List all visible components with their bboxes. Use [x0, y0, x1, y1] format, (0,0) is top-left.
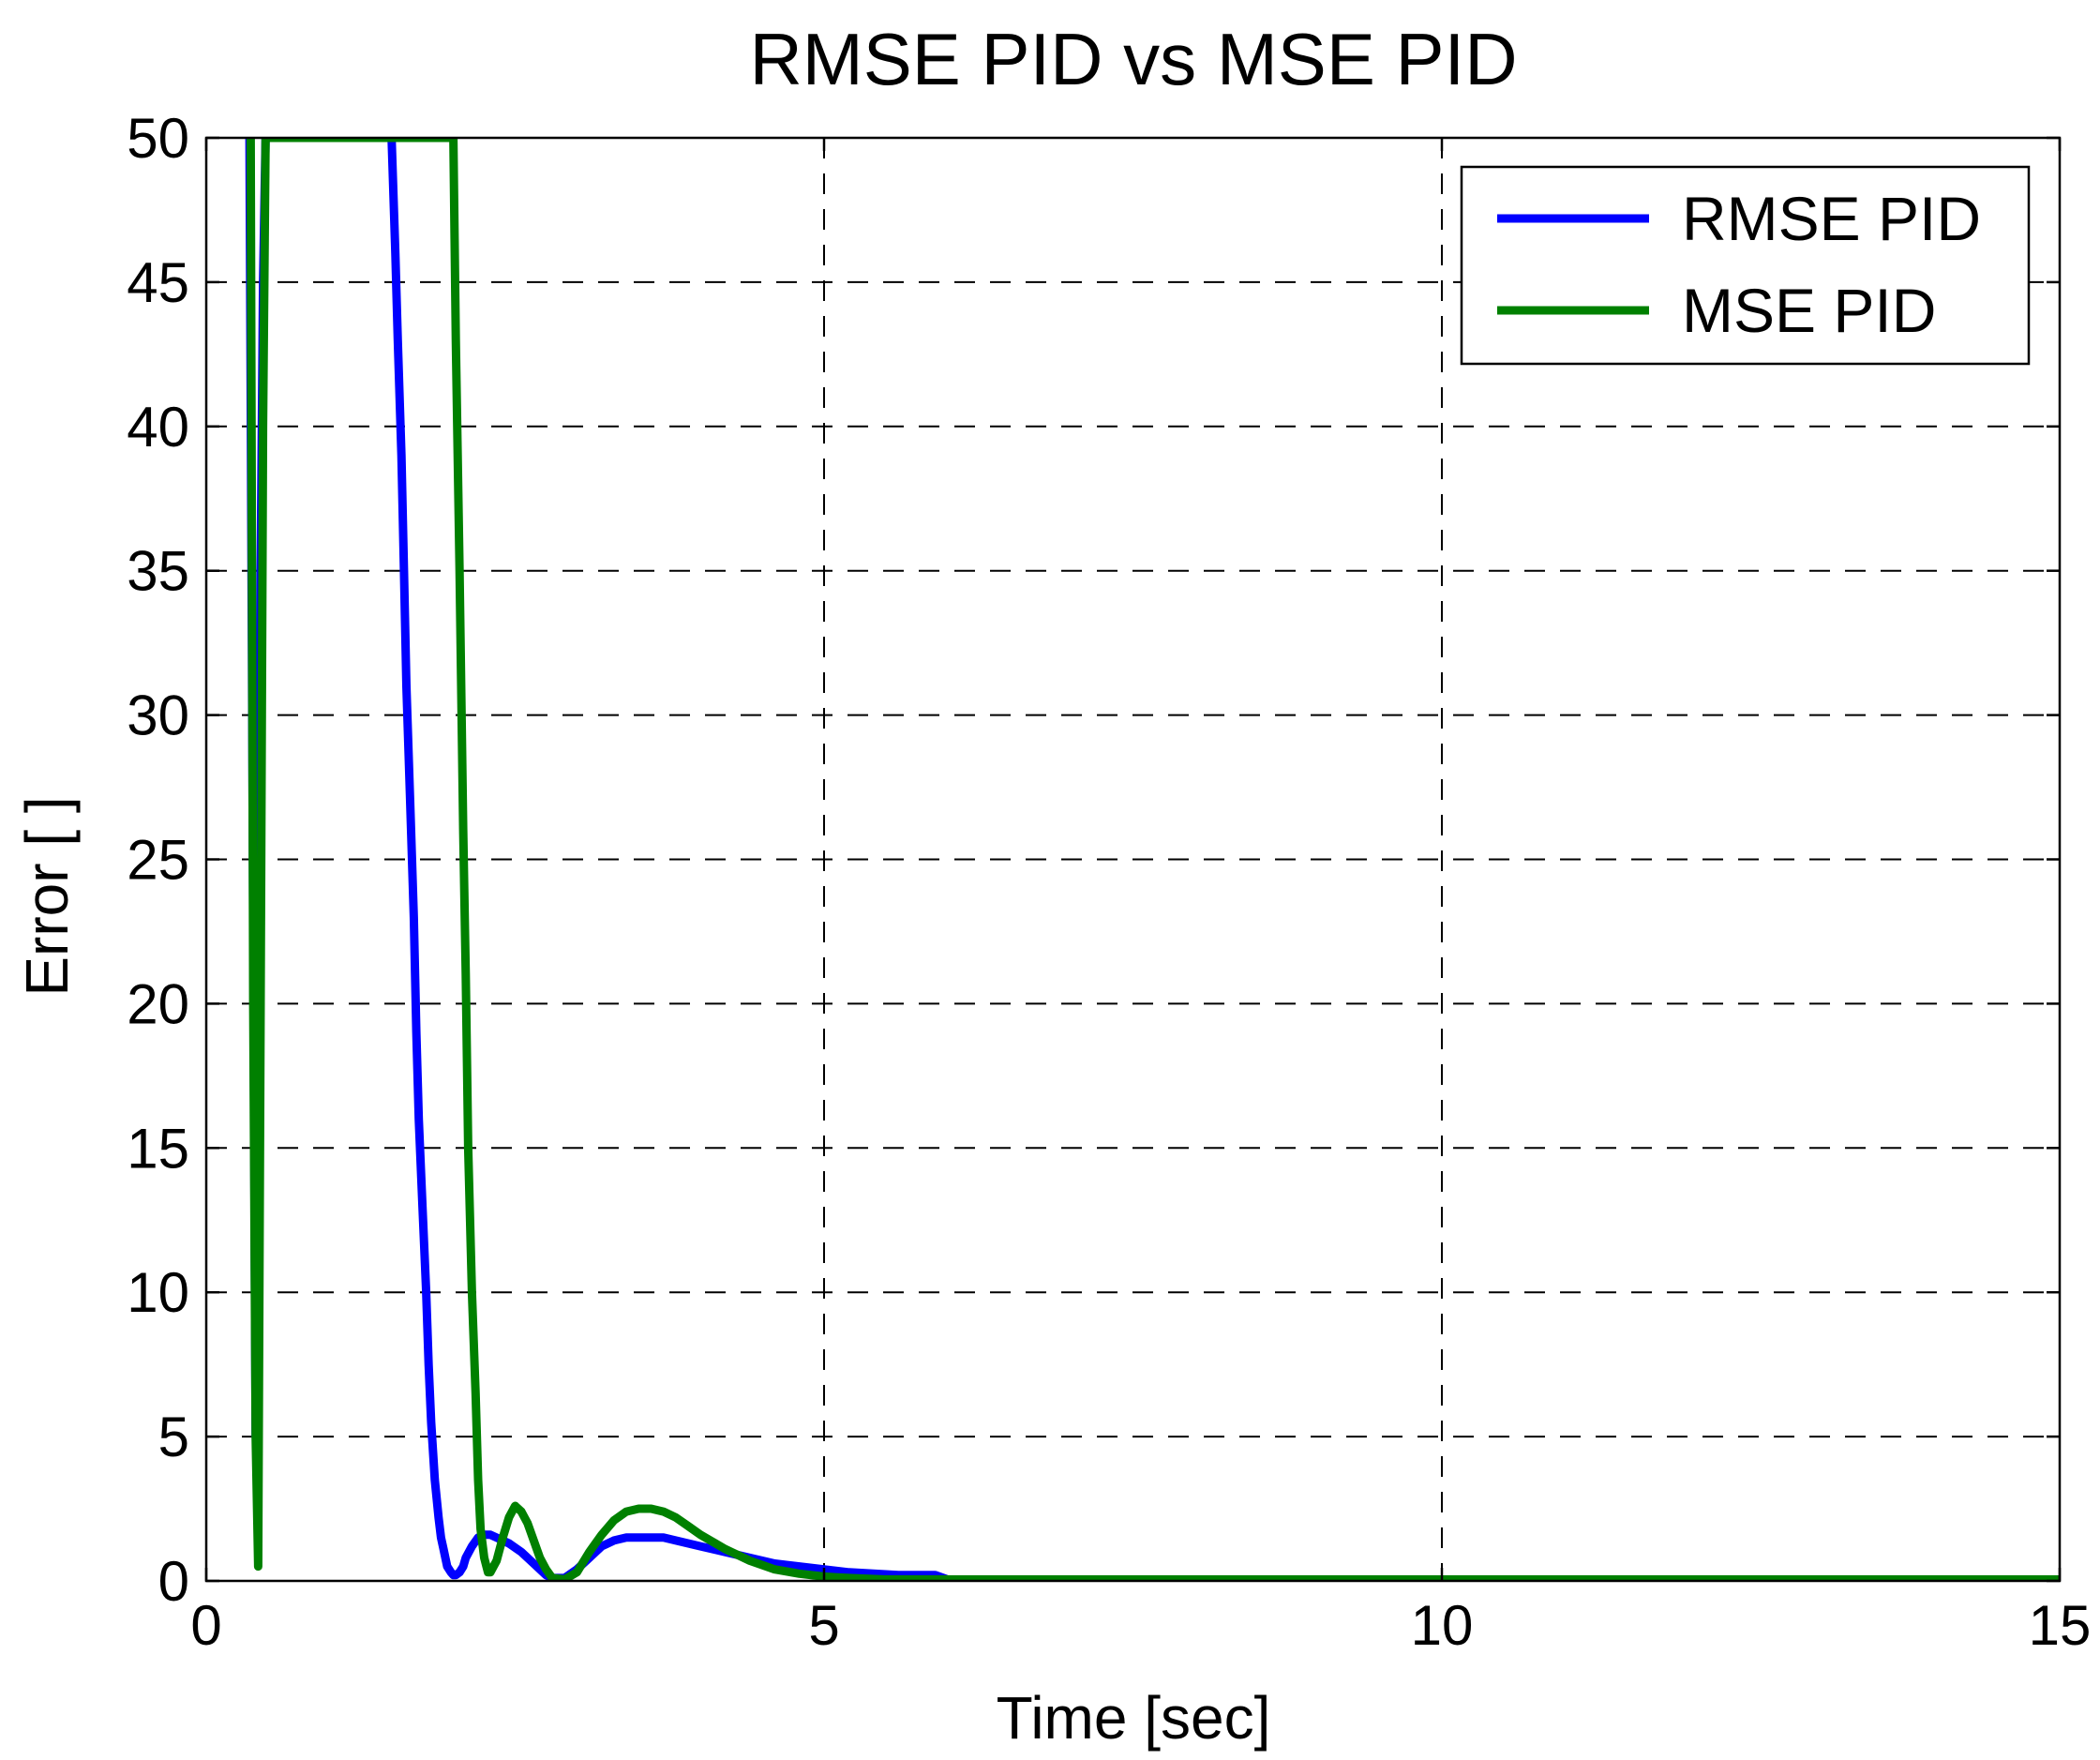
- y-tick-label: 30: [127, 684, 189, 747]
- chart-title: RMSE PID vs MSE PID: [749, 18, 1517, 100]
- y-tick-label: 0: [158, 1550, 189, 1613]
- x-tick-label: 5: [808, 1594, 839, 1657]
- y-axis-label: Error [ ]: [13, 796, 81, 996]
- y-tick-label: 20: [127, 972, 189, 1035]
- x-tick-label: 0: [190, 1594, 221, 1657]
- y-tick-label: 35: [127, 540, 189, 603]
- y-tick-label: 45: [127, 251, 189, 314]
- y-tick-label: 15: [127, 1117, 189, 1180]
- series-line-rmse-pid: [245, 138, 2060, 1581]
- y-tick-label: 50: [127, 107, 189, 170]
- series-line-mse-pid: [246, 138, 2060, 1581]
- y-tick-label: 40: [127, 396, 189, 459]
- legend: RMSE PID MSE PID: [1460, 165, 2031, 366]
- x-tick-label: 10: [1411, 1594, 1474, 1657]
- y-tick-label: 25: [127, 829, 189, 892]
- y-tick-label: 5: [158, 1406, 189, 1468]
- legend-entry-label: RMSE PID: [1682, 184, 1981, 253]
- plot-area: 0 5 10 15 0 5 10 15 20 25 30 35 40 45 50: [127, 107, 2091, 1657]
- x-tick-label: 15: [2029, 1594, 2092, 1657]
- y-tick-label: 10: [127, 1261, 189, 1324]
- x-axis-label: Time [sec]: [997, 1684, 1271, 1752]
- legend-entry-label: MSE PID: [1682, 276, 1936, 345]
- legend-box: [1460, 165, 2031, 366]
